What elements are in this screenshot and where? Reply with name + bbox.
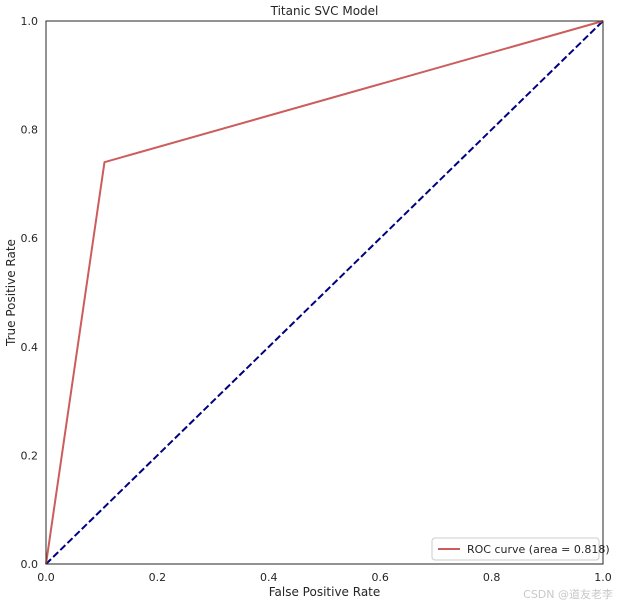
x-tick-label: 0.8: [483, 571, 501, 584]
x-tick-label: 0.2: [149, 571, 167, 584]
legend-label-roc: ROC curve (area = 0.818): [467, 543, 610, 556]
roc-curve-line: [45, 20, 604, 565]
x-axis-label: False Positive Rate: [269, 585, 381, 599]
legend-box: [431, 537, 600, 561]
y-tick-label: 0.8: [21, 124, 39, 137]
x-tick-label: 1.0: [594, 571, 612, 584]
plot-background: [46, 21, 603, 564]
y-tick-labels: 0.0 0.2 0.4 0.6 0.8 1.0: [21, 15, 39, 571]
x-tick-labels: 0.0 0.2 0.4 0.6 0.8 1.0: [37, 571, 612, 584]
y-tick-label: 0.6: [21, 232, 39, 245]
x-tick-label: 0.6: [371, 571, 389, 584]
y-tick-label: 1.0: [21, 15, 39, 28]
y-tick-label: 0.0: [21, 558, 39, 571]
plot-frame: [45, 20, 604, 565]
legend: ROC curve (area = 0.818): [431, 537, 610, 561]
y-axis-label: True Positive Rate: [4, 239, 18, 347]
y-tick-label: 0.2: [21, 449, 39, 462]
chart-title: Titanic SVC Model: [270, 4, 379, 18]
watermark: CSDN @道友老李: [523, 587, 613, 601]
y-tick-label: 0.4: [21, 341, 39, 354]
x-tick-label: 0.4: [260, 571, 278, 584]
x-tick-label: 0.0: [37, 571, 55, 584]
series-layer: [45, 20, 604, 565]
